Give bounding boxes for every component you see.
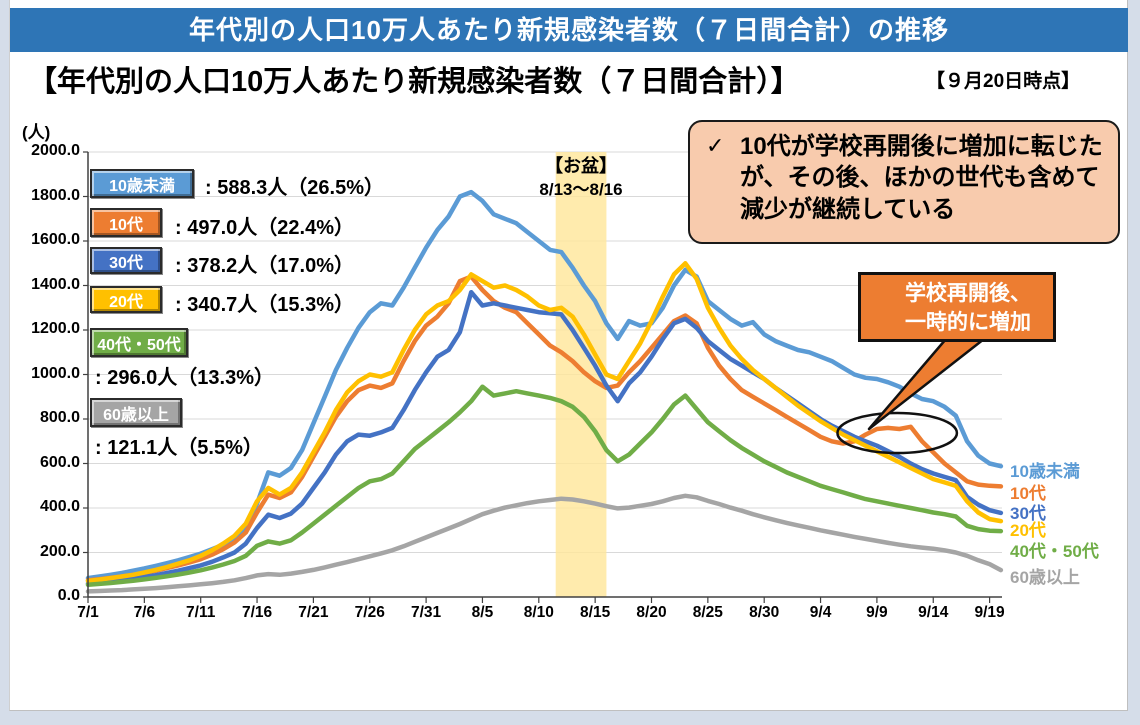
callout-line-1: 学校再開後、 — [905, 282, 1031, 305]
x-tick-label: 7/31 — [411, 604, 442, 621]
legend-chip-60歳以上: 60歳以上 — [90, 398, 182, 427]
y-tick-label: 1000.0 — [31, 364, 80, 382]
y-tick-label: 800.0 — [39, 409, 80, 426]
as-of-date: 【９月20日時点】 — [926, 71, 1081, 92]
x-tick-label: 9/14 — [918, 604, 949, 621]
legend-value-10代: : 497.0人（22.4%） — [175, 217, 354, 239]
x-tick-label: 8/30 — [749, 604, 780, 621]
y-tick-label: 200.0 — [39, 542, 80, 560]
series-label-60歳以上: 60歳以上 — [1010, 568, 1080, 587]
x-tick-label: 9/9 — [866, 604, 888, 621]
checkmark-icon: ✓ — [706, 133, 725, 158]
legend-value-20代: : 340.7人（15.3%） — [175, 294, 354, 316]
y-tick-label: 1400.0 — [31, 275, 80, 293]
series-line-20代 — [85, 261, 1004, 584]
y-tick-label: 1800.0 — [31, 186, 80, 204]
series-line-30代 — [85, 289, 1004, 586]
page-title: 年代別の人口10万人あたり新規感染者数（７日間合計）の推移 — [10, 8, 1128, 52]
x-tick-label: 8/5 — [471, 604, 494, 621]
series-label-40代・50代: 40代・50代 — [1010, 542, 1099, 561]
x-tick-label: 8/10 — [523, 604, 554, 621]
annotation-text: 10代が学校再開後に増加に転じたが、その後、ほかの世代も含めて減少が継続している — [740, 133, 1103, 223]
y-tick-label: 1600.0 — [31, 231, 80, 248]
obon-date-range: 8/13～8/16 — [539, 180, 623, 199]
chart-heading: 【年代別の人口10万人あたり新規感染者数（７日間合計）】 — [28, 66, 800, 98]
obon-label: 【お盆】 — [545, 156, 617, 176]
legend-chip-10代: 10代 — [90, 208, 162, 237]
x-tick-label: 7/6 — [133, 604, 156, 621]
y-axis-unit-label: (人) — [22, 123, 51, 142]
legend-value-40代・50代: : 296.0人（13.3%） — [95, 367, 274, 389]
series-label-10歳未満: 10歳未満 — [1010, 462, 1080, 481]
callout-line-2: 一時的に増加 — [905, 311, 1031, 335]
x-tick-label: 7/16 — [241, 604, 273, 621]
x-tick-label: 7/11 — [186, 604, 216, 621]
emphasis-ellipse — [836, 411, 959, 455]
series-label-20代: 20代 — [1010, 521, 1046, 540]
series-label-10代: 10代 — [1010, 484, 1046, 503]
legend-value-60歳以上: : 121.1人（5.5%） — [95, 437, 263, 459]
series-label-30代: 30代 — [1010, 504, 1046, 523]
x-tick-label: 7/1 — [77, 604, 99, 621]
legend-value-30代: : 378.2人（17.0%） — [175, 255, 354, 277]
x-tick-label: 7/21 — [298, 604, 329, 621]
y-tick-label: 1200.0 — [31, 320, 80, 337]
y-tick-label: 2000.0 — [31, 142, 80, 159]
x-tick-label: 7/26 — [354, 604, 385, 621]
x-tick-label: 9/4 — [809, 604, 832, 621]
series-line-10代 — [85, 274, 1004, 583]
legend-chip-40代・50代: 40代・50代 — [90, 328, 188, 357]
callout-box: 学校再開後、 一時的に増加 — [858, 272, 1056, 342]
legend-chip-10歳未満: 10歳未満 — [90, 169, 194, 198]
y-tick-label: 600.0 — [39, 453, 80, 471]
legend-chip-20代: 20代 — [90, 286, 162, 313]
series-line-40代・50代 — [85, 384, 1004, 588]
legend-chip-30代: 30代 — [90, 247, 162, 274]
y-tick-label: 0.0 — [57, 587, 80, 604]
y-tick-label: 400.0 — [39, 498, 80, 515]
annotation-box: ✓ 10代が学校再開後に増加に転じたが、その後、ほかの世代も含めて減少が継続して… — [688, 120, 1120, 244]
legend-value-10歳未満: : 588.3人（26.5%） — [205, 177, 384, 199]
x-tick-label: 8/15 — [580, 604, 611, 621]
series-line-60歳以上 — [85, 493, 1004, 594]
x-tick-label: 8/20 — [636, 604, 667, 621]
x-tick-label: 9/19 — [974, 604, 1005, 621]
x-tick-label: 8/25 — [692, 604, 723, 621]
